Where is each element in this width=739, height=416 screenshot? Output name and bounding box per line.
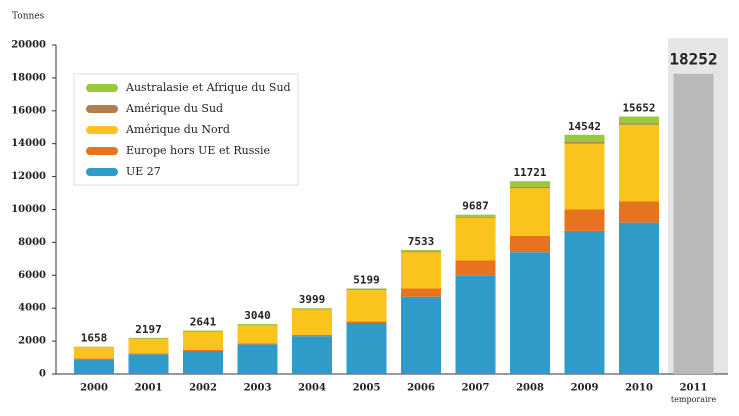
bar-segment <box>455 214 496 217</box>
x-tick-label: 2007 <box>462 383 490 394</box>
x-tick-label: 2010 <box>625 383 653 394</box>
bar-segment <box>128 353 169 355</box>
bar-segment <box>292 336 332 374</box>
bar-segment <box>401 296 441 374</box>
legend-label: Amérique du Nord <box>125 123 230 136</box>
bar-segment <box>346 321 387 324</box>
legend-label: Australasie et Afrique du Sud <box>125 81 291 94</box>
y-tick-label: 4000 <box>18 303 46 314</box>
bar-segment <box>455 275 496 374</box>
total-label: 14542 <box>568 120 601 133</box>
bar-segment <box>346 290 387 322</box>
bar-segment <box>619 201 659 223</box>
bar-segment <box>564 142 605 144</box>
total-label: 11721 <box>513 166 546 179</box>
bar-segment <box>183 349 223 351</box>
bar-segment <box>292 334 332 337</box>
bar-segment <box>128 337 169 339</box>
bar-segment <box>74 359 114 374</box>
bar-segment <box>564 134 605 143</box>
x-tick-label: 2001 <box>135 383 163 394</box>
bar-segment <box>455 217 496 261</box>
legend-swatch <box>86 168 118 176</box>
total-label: 3999 <box>299 293 326 306</box>
bar-segment <box>510 186 550 189</box>
bar-segment <box>455 216 496 218</box>
bar-segment <box>74 358 114 360</box>
category-note: temporaire <box>671 395 716 404</box>
bar-segment <box>128 354 169 374</box>
bar-segment <box>346 289 387 291</box>
total-label: 9687 <box>462 200 489 213</box>
bar-segment <box>183 331 223 350</box>
x-tick-label: 2009 <box>571 383 599 394</box>
bar-segment <box>564 143 605 210</box>
y-tick-label: 12000 <box>11 171 46 182</box>
total-label: 2641 <box>190 316 217 329</box>
bar-segment <box>619 123 659 125</box>
bar-segment <box>183 350 223 374</box>
bar-segment <box>619 222 659 374</box>
bar-segment <box>619 116 659 124</box>
legend-label: Amérique du Sud <box>125 102 223 115</box>
x-tick-label: 2008 <box>516 383 544 394</box>
total-label: 18252 <box>669 49 717 68</box>
y-tick-label: 2000 <box>18 336 46 347</box>
bar-segment <box>346 288 387 290</box>
total-label: 15652 <box>622 102 655 115</box>
bar-segment <box>564 230 605 374</box>
total-label: 3040 <box>244 309 271 322</box>
x-tick-label: 2006 <box>407 383 435 394</box>
bar-segment <box>510 235 550 253</box>
legend-swatch <box>86 105 118 113</box>
bar-segment <box>510 181 550 187</box>
y-tick-label: 18000 <box>11 72 46 83</box>
y-tick-label: 16000 <box>11 105 46 116</box>
x-tick-label: 2003 <box>244 383 272 394</box>
y-tick-label: 8000 <box>18 237 46 248</box>
y-tick-label: 20000 <box>11 40 46 51</box>
bar-segment <box>401 251 441 253</box>
x-tick-label: 2004 <box>298 383 326 394</box>
bar-segment <box>237 343 278 345</box>
legend-swatch <box>86 126 118 134</box>
bar-segment <box>401 288 441 297</box>
y-axis-label: Tonnes <box>12 12 45 22</box>
bar-segment <box>564 209 605 231</box>
legend-label: UE 27 <box>126 165 161 178</box>
bar-segment <box>128 338 169 354</box>
y-tick-label: 10000 <box>11 204 46 215</box>
x-tick-label: 2011 <box>680 383 708 394</box>
bar-segment <box>401 250 441 252</box>
x-tick-label: 2000 <box>80 383 108 394</box>
x-tick-label: 2002 <box>189 383 217 394</box>
total-label: 1658 <box>81 332 108 345</box>
legend-swatch <box>86 84 118 92</box>
legend-swatch <box>86 147 118 155</box>
x-tick-label: 2005 <box>353 383 381 394</box>
bar-segment <box>346 323 387 374</box>
bar-segment <box>237 325 278 344</box>
legend-label: Europe hors UE et Russie <box>126 144 270 157</box>
y-tick-label: 0 <box>39 369 46 380</box>
bar-segment <box>510 252 550 374</box>
bar-segment <box>455 260 496 276</box>
bar-segment <box>510 188 550 236</box>
bar-segment <box>237 323 278 325</box>
total-label: 7533 <box>408 235 435 248</box>
bar-segment <box>292 309 332 335</box>
y-tick-label: 14000 <box>11 138 46 149</box>
total-label: 5199 <box>353 273 380 286</box>
bar-segment <box>183 330 223 332</box>
bar-segment <box>74 347 114 359</box>
bar <box>673 73 714 374</box>
bar-segment <box>619 124 659 202</box>
bar-segment <box>292 308 332 310</box>
bar-segment <box>401 252 441 289</box>
bar-segment <box>237 344 278 374</box>
y-tick-label: 6000 <box>18 270 46 281</box>
bar-segment <box>74 346 114 348</box>
total-label: 2197 <box>135 323 162 336</box>
